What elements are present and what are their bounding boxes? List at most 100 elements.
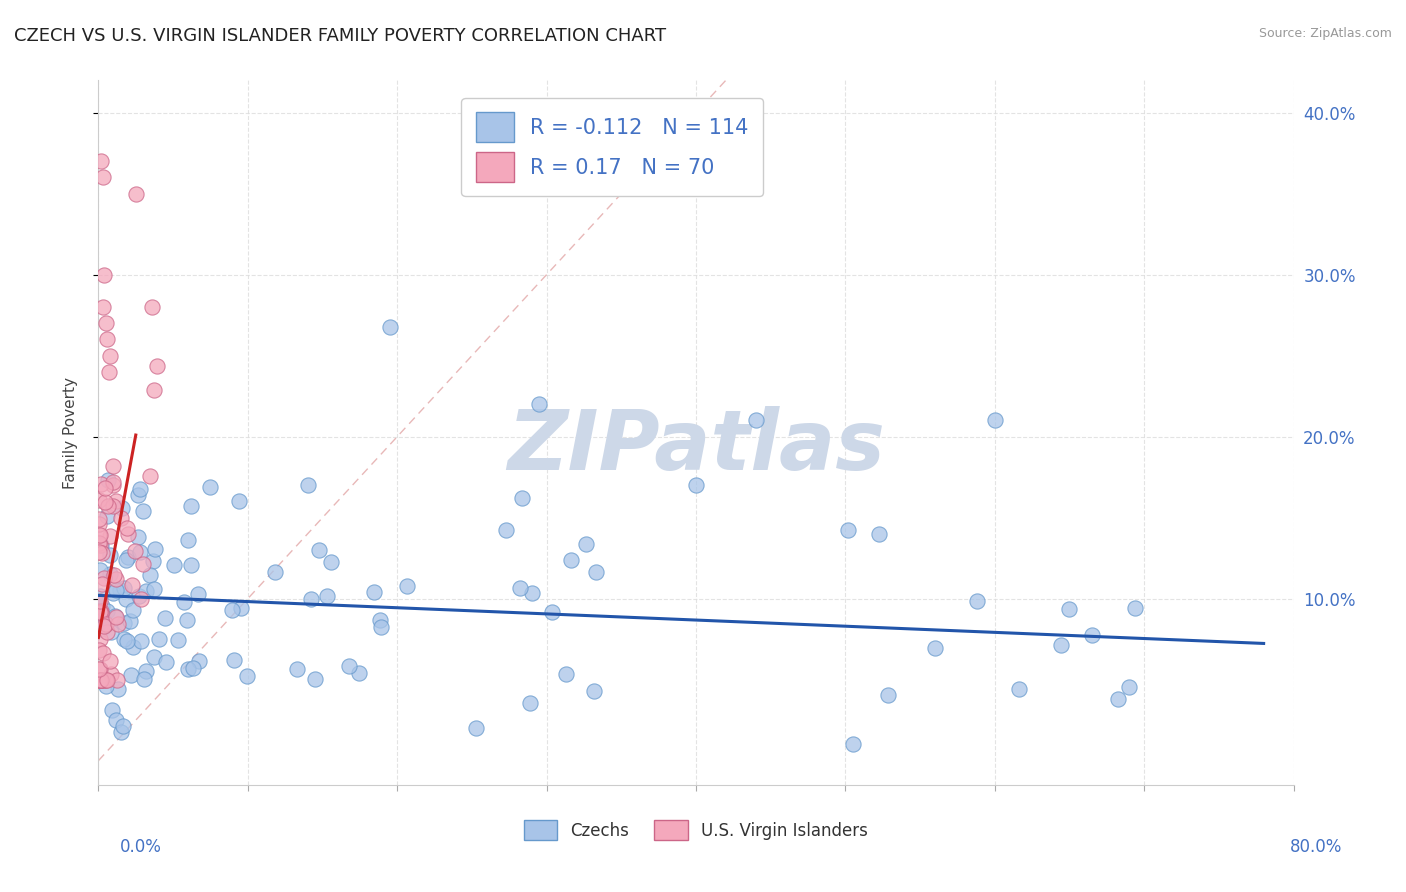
Point <box>582 684 605 698</box>
Point <box>98 528 121 542</box>
Point <box>120 614 142 628</box>
Point <box>110 510 132 524</box>
Point <box>94 316 117 330</box>
Point <box>378 319 401 334</box>
Point <box>89 493 111 508</box>
Point <box>103 475 125 489</box>
Point <box>89 643 111 657</box>
Point <box>90 604 112 618</box>
Point <box>228 493 250 508</box>
Point <box>104 608 127 623</box>
Point <box>101 703 124 717</box>
Point <box>1107 691 1129 706</box>
Point <box>135 583 157 598</box>
Point <box>142 582 165 596</box>
Point <box>104 583 127 598</box>
Point <box>177 533 200 547</box>
Point <box>143 384 166 398</box>
Point <box>112 581 135 595</box>
Point <box>554 667 576 681</box>
Point <box>91 300 114 314</box>
Point <box>111 501 134 516</box>
Point <box>112 616 135 631</box>
Point <box>121 640 143 654</box>
Point <box>200 480 222 494</box>
Point <box>90 154 112 169</box>
Point <box>107 617 129 632</box>
Point <box>117 549 139 564</box>
Point <box>115 552 138 566</box>
Text: ZIPatlas: ZIPatlas <box>508 406 884 487</box>
Point <box>128 589 150 603</box>
Point <box>103 586 125 600</box>
Point <box>368 613 391 627</box>
Point <box>585 565 607 579</box>
Point <box>89 512 111 526</box>
Point <box>91 599 114 613</box>
Text: 0.0%: 0.0% <box>120 838 162 856</box>
Point <box>90 673 112 687</box>
Point <box>93 268 115 282</box>
Point <box>143 542 166 557</box>
Point <box>370 620 392 634</box>
Point <box>304 672 326 686</box>
Point <box>89 538 111 552</box>
Point <box>124 544 146 558</box>
Point <box>122 602 145 616</box>
Point <box>103 567 125 582</box>
Point <box>337 659 360 673</box>
Point <box>1008 681 1031 696</box>
Point <box>236 669 259 683</box>
Point <box>924 640 946 655</box>
Point <box>89 528 111 542</box>
Point <box>103 459 125 474</box>
Point <box>89 593 111 607</box>
Point <box>91 170 114 185</box>
Point <box>94 680 117 694</box>
Point <box>181 661 204 675</box>
Point <box>1125 601 1147 615</box>
Point <box>121 577 143 591</box>
Point <box>103 478 125 492</box>
Point <box>876 689 898 703</box>
Point <box>131 592 153 607</box>
Point <box>96 624 118 639</box>
Point <box>142 650 165 665</box>
Point <box>155 655 177 669</box>
Point <box>127 488 149 502</box>
Point <box>120 668 142 682</box>
Point <box>110 725 132 739</box>
Point <box>107 681 129 696</box>
Point <box>510 491 533 505</box>
Point <box>142 554 165 568</box>
Point <box>124 187 146 202</box>
Point <box>221 603 243 617</box>
Point <box>128 482 150 496</box>
Point <box>520 586 543 600</box>
Point <box>868 526 890 541</box>
Point <box>495 523 517 537</box>
Point <box>966 593 988 607</box>
Point <box>94 617 117 632</box>
Point <box>117 634 139 648</box>
Point <box>98 549 121 563</box>
Point <box>89 662 111 676</box>
Point <box>837 523 859 537</box>
Point <box>155 610 177 624</box>
Point <box>176 614 198 628</box>
Point <box>117 527 139 541</box>
Point <box>89 673 111 687</box>
Point <box>132 503 155 517</box>
Point <box>297 478 319 492</box>
Point <box>301 591 323 606</box>
Point <box>91 577 114 591</box>
Point <box>187 587 209 601</box>
Point <box>91 673 114 687</box>
Point <box>146 359 169 374</box>
Point <box>139 567 162 582</box>
Point <box>90 606 112 620</box>
Point <box>188 654 211 668</box>
Point <box>105 673 128 687</box>
Point <box>264 565 287 579</box>
Point <box>396 579 419 593</box>
